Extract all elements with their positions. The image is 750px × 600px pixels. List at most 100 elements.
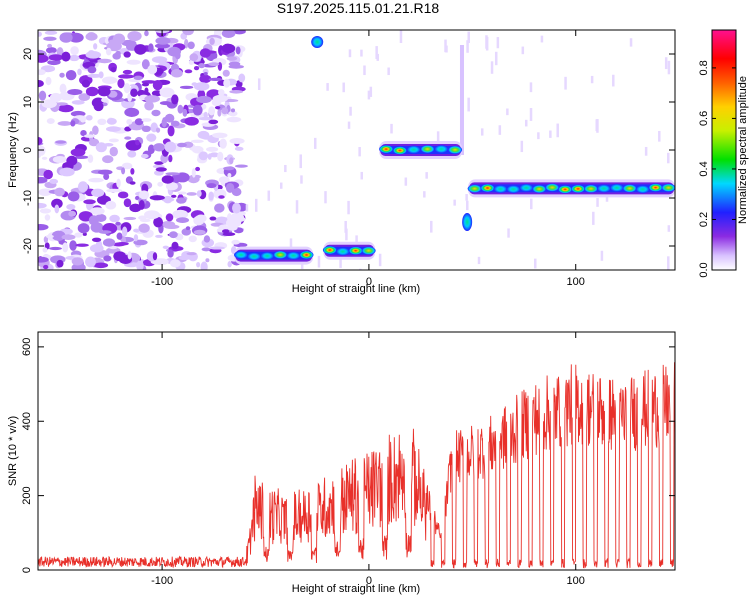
snr-series-line (38, 362, 675, 569)
noise-blob (234, 146, 244, 151)
noise-blob (70, 120, 76, 127)
noise-blob (115, 221, 121, 226)
isolated-spot (462, 213, 473, 231)
faint-streak (289, 238, 293, 251)
noise-blob (208, 106, 216, 116)
faint-streak (540, 35, 544, 43)
noise-blob (121, 226, 128, 237)
tone-blob (583, 184, 598, 193)
noise-blob (144, 101, 154, 111)
faint-streak (360, 171, 363, 180)
noise-blob (144, 210, 160, 220)
noise-blob (75, 243, 89, 247)
noise-blob (175, 172, 190, 183)
noise-blob (189, 53, 199, 62)
noise-blob (129, 181, 136, 185)
noise-blob (68, 32, 84, 43)
noise-blob (83, 134, 96, 138)
noise-blob (203, 71, 208, 76)
noise-blob (198, 63, 206, 69)
faint-streak (537, 132, 540, 140)
noise-blob (147, 64, 158, 75)
snr-ticks: -100 0 100 0 200 400 600 (21, 332, 675, 587)
noise-blob (135, 139, 140, 146)
noise-blob (170, 69, 183, 78)
noise-blob (57, 121, 72, 126)
noise-blob (195, 166, 201, 172)
tone-blob (609, 183, 624, 192)
noise-blob (38, 145, 46, 156)
noise-blob (223, 166, 235, 171)
noise-blob (171, 194, 177, 198)
faint-streak (496, 37, 500, 49)
noise-blob (92, 125, 99, 135)
noise-blob (127, 31, 142, 42)
noise-blob (97, 169, 113, 175)
noise-blob (124, 107, 140, 117)
noise-blob (172, 209, 189, 219)
noise-blob (97, 86, 111, 97)
snr-xtick-label: 0 (366, 575, 372, 587)
noise-blob (141, 118, 152, 122)
noise-blob (127, 92, 133, 102)
noise-blob (151, 109, 161, 117)
noise-blob (101, 76, 118, 85)
noise-blob (93, 101, 104, 112)
noise-blob (48, 54, 64, 61)
noise-blob (171, 94, 179, 105)
tone-blob (247, 252, 262, 261)
noise-blob (105, 126, 121, 132)
noise-blob (66, 155, 78, 166)
noise-blob (209, 37, 215, 46)
faint-streak (629, 38, 633, 47)
noise-blob (70, 46, 79, 56)
spectrogram-content (38, 30, 675, 270)
faint-streak (359, 268, 362, 270)
noise-blob (98, 230, 112, 234)
noise-blob (151, 56, 168, 64)
noise-blob (217, 108, 222, 117)
noise-blob (191, 168, 196, 178)
noise-blob (218, 224, 229, 231)
faint-streak (612, 74, 615, 87)
noise-blob (97, 58, 112, 64)
noise-blob (200, 261, 208, 270)
noise-blob (196, 190, 202, 197)
noise-blob (82, 232, 87, 236)
noise-blob (89, 207, 105, 215)
tone-blob (273, 250, 288, 259)
noise-blob (153, 258, 169, 266)
noise-blob (193, 65, 200, 71)
noise-blob (155, 127, 161, 133)
noise-blob (130, 88, 138, 97)
noise-blob (162, 245, 169, 250)
noise-blob (70, 148, 86, 157)
tone-blob (299, 250, 314, 259)
noise-blob (59, 167, 75, 177)
noise-blob (198, 151, 209, 161)
tone-blob (434, 145, 449, 154)
faint-streak (367, 90, 371, 100)
noise-blob (164, 113, 175, 123)
noise-blob (157, 181, 164, 187)
noise-blob (38, 79, 44, 88)
noise-blob (138, 190, 150, 200)
noise-blob (102, 238, 116, 247)
faint-streak (644, 146, 648, 156)
spectrogram-ytick-label: -20 (22, 238, 34, 254)
noise-blob (152, 252, 158, 261)
noise-blob (133, 234, 139, 242)
faint-streak (279, 182, 283, 189)
noise-blob (228, 110, 238, 117)
noise-blob (231, 239, 240, 245)
noise-blob (187, 41, 195, 50)
colorbar-tick-label: 0.0 (698, 262, 710, 277)
noise-blob (110, 67, 117, 73)
noise-blob (42, 247, 48, 253)
faint-streak (466, 200, 469, 211)
faint-streak (436, 131, 440, 145)
noise-blob (89, 244, 104, 253)
noise-blob (209, 152, 220, 158)
noise-blob (127, 251, 132, 260)
